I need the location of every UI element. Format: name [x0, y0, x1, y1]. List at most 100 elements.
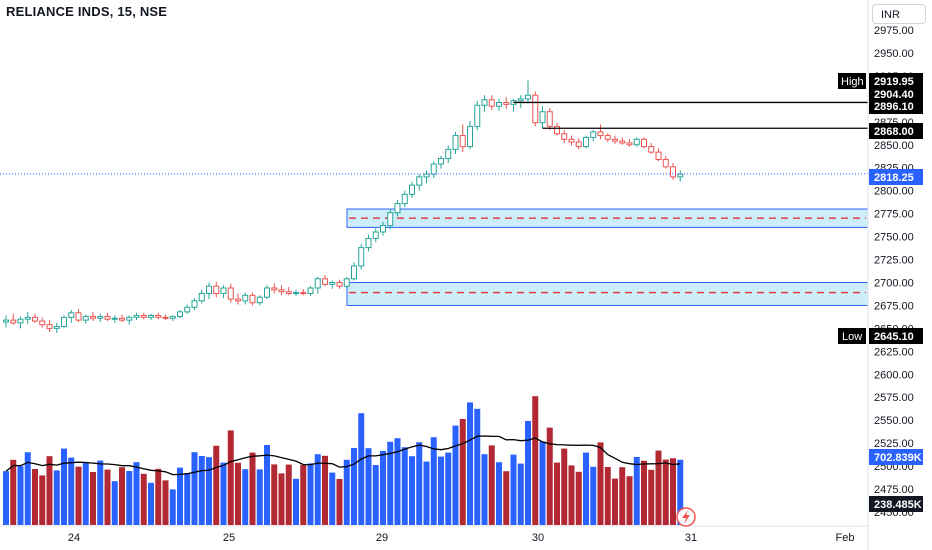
high-label-bg [838, 73, 866, 89]
resistance-badge: 2868.00 [869, 123, 923, 139]
candle-body [481, 99, 488, 106]
volume-bar [307, 463, 314, 525]
volume-bar [648, 469, 655, 525]
candle-body [438, 158, 444, 165]
price-lines [0, 101, 868, 175]
candle-body [177, 311, 183, 317]
volume-bar [3, 471, 9, 525]
volume-bar [590, 466, 597, 525]
candle-body [17, 318, 24, 324]
volume-bar [191, 452, 198, 525]
candle-body [380, 225, 386, 233]
demand-zone [346, 281, 869, 306]
candle-body [32, 316, 38, 322]
candle-body [162, 316, 169, 319]
candle-body [365, 237, 372, 249]
candle-body [111, 317, 118, 320]
candle-body [554, 125, 560, 135]
time-axis[interactable]: 24 25 29 30 31 Feb [68, 532, 855, 544]
volume-bar [539, 441, 546, 525]
volume-bar [314, 454, 321, 525]
volume-bar [235, 462, 241, 525]
volume-bar [271, 464, 278, 525]
volume-bar [162, 480, 169, 525]
candle-body [213, 285, 220, 294]
x-tick-label: 25 [223, 532, 235, 544]
volume-bar [445, 452, 452, 525]
volume-bar [68, 457, 75, 525]
y-tick-label: 2675.00 [874, 300, 914, 312]
volume-bar [90, 472, 96, 525]
candle-body [409, 184, 415, 195]
low-badge-text: 2645.10 [874, 331, 914, 343]
volume-bar [416, 442, 423, 525]
volume-bar [249, 452, 256, 525]
volume-bar [343, 459, 350, 525]
volume-last-badge-bg [869, 449, 923, 465]
candle-body [169, 315, 176, 319]
candle-body [184, 306, 191, 313]
volume-bar [554, 462, 560, 525]
candle-body [300, 292, 307, 295]
volume-ma-badge: 238.485K [869, 496, 923, 512]
candle-body [249, 294, 256, 304]
candle-body [329, 281, 336, 285]
high-badge-text: 2919.95 [874, 76, 914, 88]
candle-body [10, 319, 17, 324]
volume-bar [394, 438, 401, 525]
volume-bar [568, 465, 575, 525]
volume-bar [198, 456, 205, 525]
volume-bar [82, 463, 89, 525]
candle-body [387, 212, 394, 227]
volume-bar [329, 472, 336, 525]
volume-bar [597, 442, 604, 525]
volume-bar [409, 456, 415, 525]
chart-title: RELIANCE INDS, 15, NSE [6, 4, 168, 19]
currency-button[interactable]: INR [872, 4, 926, 24]
candle-body [568, 138, 575, 143]
volume-ma-badge-bg [869, 496, 923, 512]
low-badge-bg [869, 328, 923, 344]
candle-body [401, 193, 408, 205]
volume-bar [423, 461, 430, 525]
candle-body [641, 138, 647, 148]
volume-bar [604, 467, 611, 525]
candle-body [293, 292, 299, 295]
volume-bar [220, 462, 227, 525]
candle-body [525, 94, 531, 100]
candle-body [612, 138, 618, 142]
candle-body [322, 278, 328, 285]
candle-body [155, 315, 162, 318]
candle-body [619, 140, 626, 144]
volume-bar [525, 421, 531, 525]
volume-ma-line [5, 435, 681, 476]
candle-body [496, 102, 502, 107]
volume-bar [169, 489, 176, 525]
x-tick-label: 30 [532, 532, 544, 544]
candle-body [394, 203, 401, 214]
volume-bar [510, 454, 517, 525]
volume-bar [619, 467, 626, 525]
candle-body [351, 265, 357, 280]
candle-body [452, 135, 459, 150]
candle-body [488, 99, 495, 107]
demand-zones [346, 208, 869, 306]
candle-body [198, 292, 205, 302]
y-tick-label: 2575.00 [874, 392, 914, 404]
candle-body [97, 315, 104, 319]
candle-body [148, 315, 154, 318]
volume-ma-badge-text: 238.485K [874, 499, 922, 511]
candle-body [459, 135, 466, 148]
volume-bar [206, 457, 212, 525]
candle-body [626, 142, 633, 146]
volume-bar [612, 478, 618, 525]
last-price-badge: 2818.25 [869, 169, 923, 185]
candle-body [307, 287, 314, 294]
y-tick-label: 2475.00 [874, 484, 914, 496]
volume-bar [575, 471, 582, 525]
lightning-icon[interactable] [676, 507, 696, 527]
candle-body [119, 317, 125, 321]
candle-body [61, 316, 67, 328]
candle-body [633, 138, 640, 146]
